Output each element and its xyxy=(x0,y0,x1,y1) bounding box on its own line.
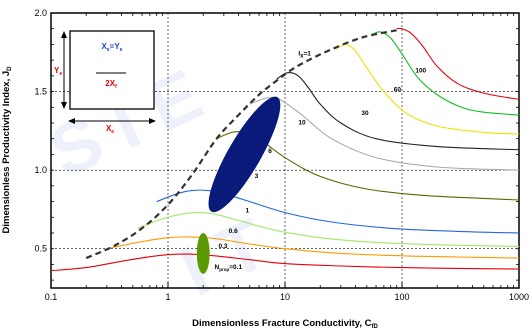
x-tick-label: 10 xyxy=(280,292,290,302)
series-line-1 xyxy=(106,236,520,259)
inset-y-arrowhead-top xyxy=(61,31,67,38)
y-tick-label: 2.0 xyxy=(34,8,47,18)
y-tick-label: 1.5 xyxy=(34,87,47,97)
inset-reservoir-box xyxy=(69,30,155,110)
y-tick-label: 0.5 xyxy=(34,244,47,254)
x-tick-label: 1 xyxy=(165,292,170,302)
series-label-3: 1 xyxy=(246,208,250,215)
inset-y-arrowhead-bottom xyxy=(61,102,67,109)
series-line-0 xyxy=(50,253,520,272)
x-axis: 0.1 1 10 100 1000 xyxy=(45,13,529,302)
series-label-7: 30 xyxy=(361,110,369,117)
series-line-7 xyxy=(335,43,520,135)
annotation-layer xyxy=(196,96,281,274)
x-tick-label: 0.1 xyxy=(45,292,58,302)
y-axis-title: Dimensionless Productivity Index, JD xyxy=(1,66,13,234)
inset-equation: Xe=Ye xyxy=(102,42,123,53)
series-label-8: 60 xyxy=(394,87,402,94)
x-axis-title-sub: fD xyxy=(371,324,378,330)
series-label-10: Ix=1 xyxy=(298,50,311,59)
series-layer xyxy=(50,27,520,272)
series-line-3 xyxy=(156,189,520,234)
x-tick-label: 100 xyxy=(394,292,409,302)
x-tick-label: 1000 xyxy=(509,292,529,302)
inset-x-arrowhead-left xyxy=(68,118,75,124)
series-label-6: 10 xyxy=(298,120,306,127)
series-line-9 xyxy=(396,27,520,100)
series-line-10 xyxy=(85,29,397,260)
series-label-5: 6 xyxy=(268,148,272,155)
inset-x-arrowhead-right xyxy=(149,118,156,124)
y-axis-title-sub: D xyxy=(7,66,13,71)
curve-labels: Nprop=0.1 0.3 0.6 1 3 6 10 30 60 100 Ix=1 xyxy=(215,50,427,272)
series-line-4 xyxy=(216,131,520,201)
inset-fracture-label: 2Xf xyxy=(105,79,117,90)
series-label-0: Nprop=0.1 xyxy=(215,264,243,272)
series-line-2 xyxy=(137,212,520,247)
y-axis: 0.5 1.0 1.5 2.0 xyxy=(34,8,519,281)
blue-ellipse xyxy=(208,96,281,213)
y-tick-label: 1.0 xyxy=(34,165,47,175)
series-label-9: 100 xyxy=(415,68,426,75)
inset-y-label: Ye xyxy=(54,66,62,77)
inset-x-label: Xe xyxy=(106,124,114,135)
series-line-6 xyxy=(276,72,520,151)
inset-diagram: Xe=Ye 2Xf Ye Xe xyxy=(54,30,156,135)
series-label-2: 0.6 xyxy=(229,228,238,235)
series-line-5 xyxy=(249,96,520,171)
svg-text:I T: I T xyxy=(169,204,279,312)
series-label-1: 0.3 xyxy=(218,243,227,250)
series-label-4: 3 xyxy=(255,173,259,180)
x-axis-title: Dimensionless Fracture Conductivity, CfD xyxy=(192,318,378,330)
green-ellipse xyxy=(196,233,210,274)
